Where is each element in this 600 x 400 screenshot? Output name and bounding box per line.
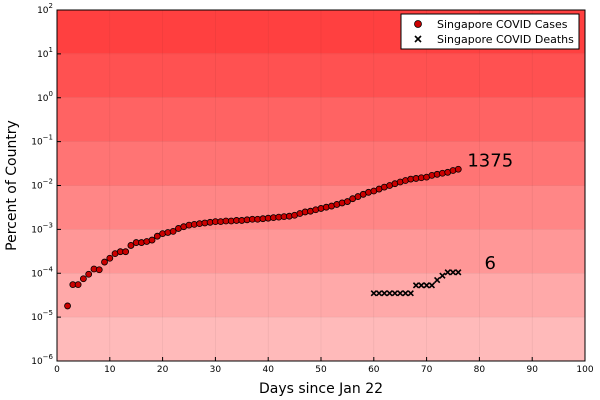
death-point [397, 290, 404, 297]
y-tick-label: 10−1 [31, 134, 53, 148]
case-point [169, 227, 177, 235]
legend: Singapore COVID Cases Singapore COVID Dea… [400, 13, 580, 50]
death-point-stroke [444, 269, 451, 276]
x-tick-label: 50 [315, 365, 327, 375]
x-tick-label: 80 [474, 365, 486, 375]
death-point [391, 290, 399, 297]
background-band [57, 317, 585, 361]
death-point-stroke [412, 282, 420, 289]
background-band [57, 53, 585, 98]
x-tick-label: 10 [104, 365, 116, 375]
death-point-stroke [418, 282, 425, 289]
case-point [127, 242, 135, 249]
x-axis-label: Days since Jan 22 [259, 381, 383, 397]
death-point [407, 290, 414, 297]
y-tick-label: 100 [37, 90, 53, 104]
legend-marker-deaths [414, 35, 422, 43]
death-point-stroke [439, 272, 446, 279]
death-point-stroke [423, 282, 430, 289]
x-tick-label: 70 [421, 365, 433, 375]
death-point-stroke [433, 276, 441, 284]
legend-marker-stroke [414, 35, 422, 43]
death-point-stroke [407, 290, 414, 297]
y-axis-ticks: 10−6 10−5 10−4 10−3 10−2 10−1 100 101 102 [31, 2, 61, 367]
point-annotation: 1375 [467, 150, 513, 171]
legend-label-deaths: Singapore COVID Deaths [437, 33, 574, 46]
legend-box [400, 13, 580, 50]
death-point-stroke [375, 290, 383, 297]
death-point-stroke [397, 290, 404, 297]
case-point [454, 165, 462, 173]
series-deaths [370, 269, 462, 297]
y-tick-label: 102 [37, 2, 53, 16]
annotations: 1375 6 [467, 150, 513, 274]
death-point [449, 269, 457, 276]
death-point-stroke [428, 282, 436, 289]
background-band [57, 97, 585, 142]
y-tick-label: 10−2 [31, 178, 53, 192]
y-tick-label: 10−5 [31, 309, 53, 323]
death-point-stroke [449, 269, 457, 276]
x-tick-label: 40 [262, 365, 274, 375]
point-annotation: 6 [485, 253, 496, 274]
case-point [80, 275, 87, 283]
death-point [402, 290, 409, 297]
x-axis-ticks: 0 10 20 30 40 50 60 70 80 90 100 [54, 357, 594, 375]
x-tick-label: 20 [157, 365, 169, 375]
case-point [122, 248, 130, 256]
death-point [428, 282, 436, 289]
x-tick-label: 60 [368, 365, 380, 375]
background-band [57, 229, 585, 274]
death-point [386, 290, 393, 297]
death-point [455, 269, 462, 276]
death-point [381, 290, 388, 297]
case-point [148, 236, 156, 244]
x-tick-label: 90 [526, 365, 538, 375]
x-tick-label: 0 [54, 365, 60, 375]
y-tick-label: 101 [37, 46, 53, 60]
death-point-stroke [386, 290, 393, 297]
case-point [74, 281, 82, 289]
death-point [433, 276, 441, 284]
case-point [343, 198, 351, 205]
x-tick-label: 30 [210, 365, 222, 375]
case-point [64, 302, 71, 310]
death-point [444, 269, 451, 276]
case-point [101, 258, 108, 266]
case-point [85, 270, 93, 278]
background-band [57, 273, 585, 318]
legend-label-cases: Singapore COVID Cases [437, 18, 568, 31]
x-tick-label: 100 [576, 365, 593, 375]
death-point-stroke [370, 290, 377, 297]
case-point [153, 232, 161, 240]
y-tick-label: 10−3 [31, 221, 53, 235]
death-point [439, 272, 446, 279]
y-axis-label: Percent of Country [4, 120, 20, 251]
background-bands [57, 10, 585, 361]
case-point [106, 254, 114, 262]
death-point [418, 282, 425, 289]
death-point [375, 290, 383, 297]
death-point-stroke [455, 269, 462, 276]
case-point [95, 266, 103, 274]
y-tick-label: 10−4 [31, 265, 53, 279]
y-tick-label: 10−6 [31, 353, 53, 367]
death-point-stroke [391, 290, 399, 297]
death-point [423, 282, 430, 289]
death-point [412, 282, 420, 289]
death-point-stroke [402, 290, 409, 297]
death-point-stroke [381, 290, 388, 297]
death-point [370, 290, 377, 297]
background-band [57, 141, 585, 186]
legend-marker-cases [414, 20, 422, 28]
series-cases [64, 165, 462, 310]
